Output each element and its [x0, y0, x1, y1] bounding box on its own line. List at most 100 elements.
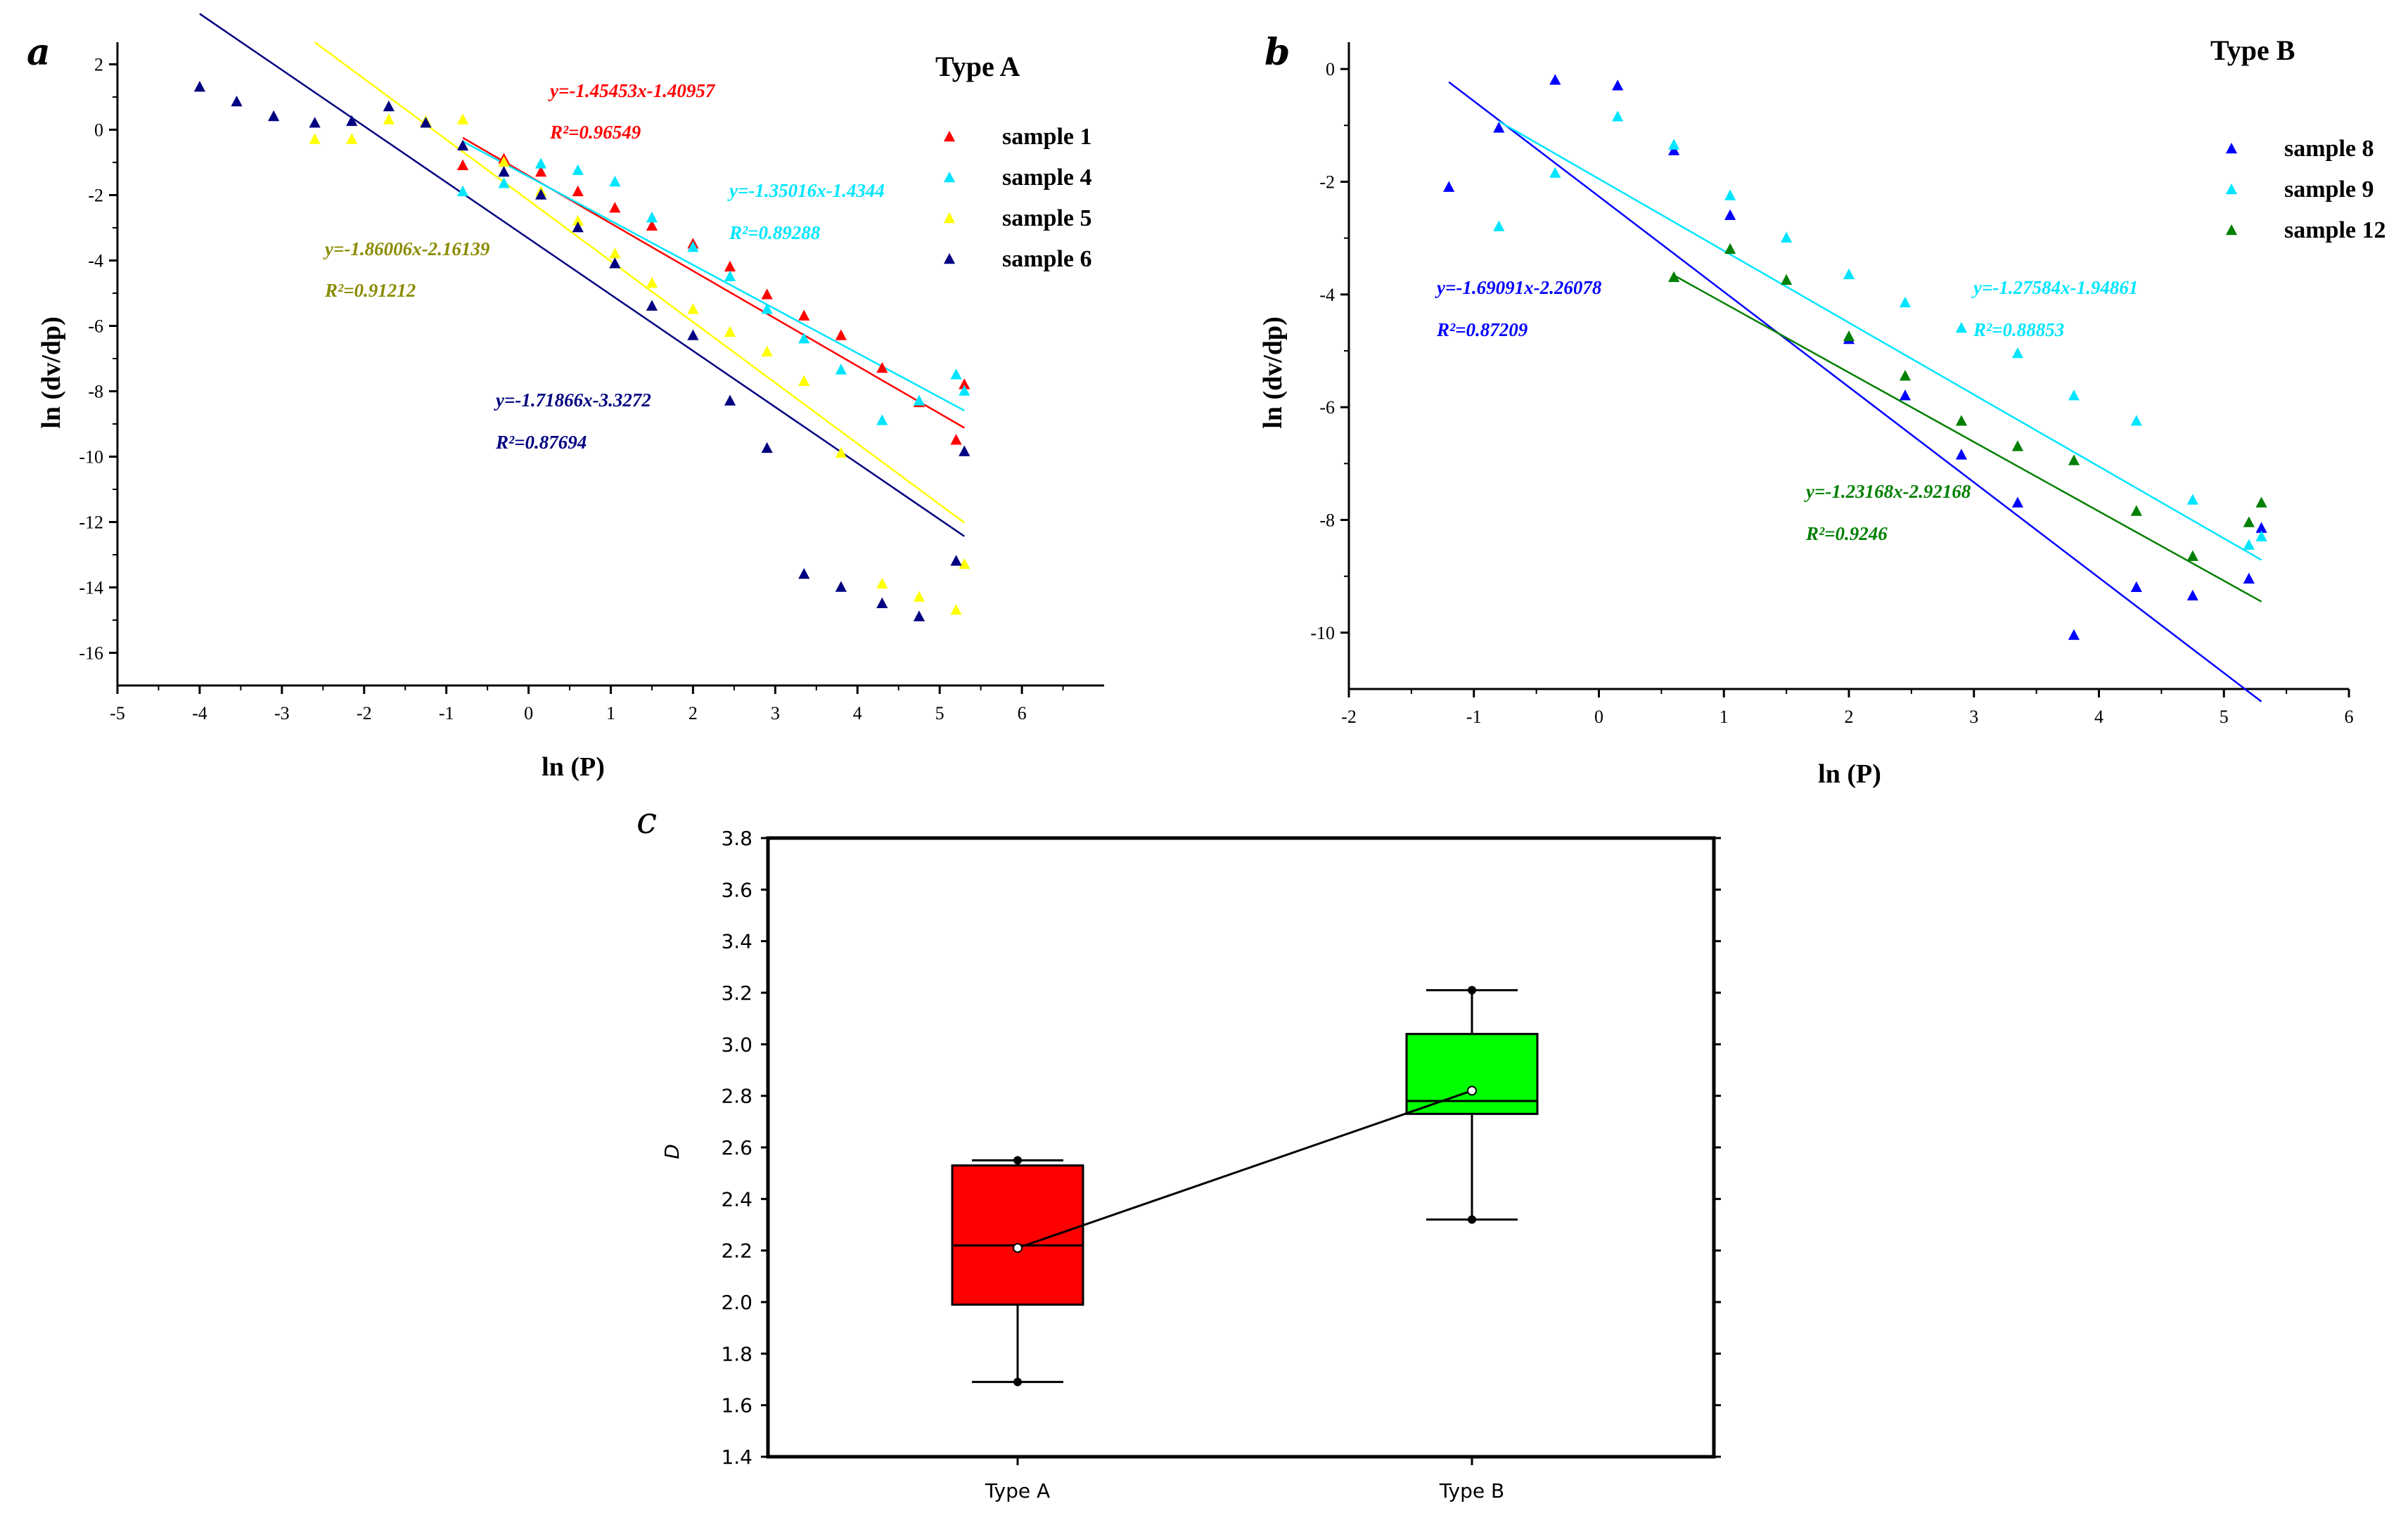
data-point: [309, 133, 321, 144]
r2-sample-5: R²=0.91212: [324, 280, 416, 301]
y-tick-label: -8: [88, 382, 103, 402]
data-point: [383, 100, 395, 112]
data-point: [535, 165, 547, 177]
data-point: [2186, 589, 2198, 601]
data-point: [420, 117, 432, 128]
equation-sample-6: y=-1.71866x-3.3272: [494, 389, 651, 411]
data-point: [724, 326, 736, 337]
r2-sample-8: R²=0.87209: [1436, 319, 1528, 340]
data-point: [1781, 231, 1793, 243]
r2-sample-1: R²=0.96549: [549, 122, 641, 143]
data-point: [268, 110, 280, 122]
data-point: [2011, 440, 2024, 451]
data-point: [798, 333, 810, 344]
y-tick-label: -12: [79, 513, 103, 533]
r2-sample-6: R²=0.87694: [495, 432, 587, 453]
x-tick-label: 4: [853, 703, 862, 723]
x-tick-label: 2: [689, 703, 698, 723]
panel-a-y-label: ln (dv/dp): [37, 316, 66, 428]
y-tick-label: -6: [1319, 397, 1335, 418]
data-point: [609, 202, 621, 213]
data-point: [835, 446, 847, 458]
legend-label: sample 8: [2284, 136, 2374, 162]
fit-line: [1448, 81, 2262, 702]
panel-c-boxplot: 1.4 1.6 1.8 2.0 2.2 2.4 2.6 2.8 3.0 3.2 3.4 3.6 3.8 T…: [660, 827, 1721, 1502]
equation-sample-12: y=-1.23168x-2.92168: [1804, 481, 1971, 502]
data-point: [1724, 189, 1736, 200]
data-point: [2255, 522, 2267, 533]
data-point: [1724, 209, 1736, 220]
x-tick-label: 3: [771, 703, 780, 723]
panel-a-legend-title: Type A: [935, 51, 1020, 82]
data-point: [2068, 389, 2080, 401]
data-point: [346, 115, 358, 127]
data-point: [456, 113, 469, 124]
x-tick-label: -3: [274, 703, 290, 723]
panel-b-points: [1443, 74, 2267, 640]
panel-b-ticks: -2 -1 0 1 2 3 4 5 60-2-4-6-8-10: [1310, 59, 2353, 727]
x-tick-label: -4: [192, 703, 207, 723]
data-point: [1493, 220, 1505, 231]
panel-c-y-label: D: [660, 1144, 684, 1159]
box: [951, 1164, 1084, 1306]
data-point: [1955, 415, 1968, 426]
r2-sample-12: R²=0.9246: [1805, 523, 1888, 544]
x-tick-label: Type B: [1439, 1479, 1504, 1502]
data-point: [687, 329, 699, 340]
data-point: [2130, 415, 2142, 426]
data-point: [646, 277, 658, 288]
equation-sample-9: y=-1.27584x-1.94861: [1971, 277, 2138, 298]
legend-marker: [943, 212, 956, 224]
mean-marker: [1467, 1086, 1477, 1096]
x-tick-label: 2: [1845, 707, 1854, 727]
data-point: [1724, 243, 1736, 254]
legend-marker: [943, 131, 956, 142]
fit-line: [1498, 120, 2262, 561]
y-tick-label: -10: [1310, 623, 1335, 643]
y-tick-label: -6: [88, 316, 103, 337]
data-point: [1843, 330, 1855, 342]
data-point: [1955, 321, 1968, 333]
data-point: [2186, 494, 2198, 505]
data-point: [1612, 110, 1624, 122]
panel-a-x-label: ln (P): [542, 752, 605, 782]
legend-label: sample 12: [2284, 217, 2386, 243]
data-point: [1899, 296, 1911, 308]
panel-b-legend-title: Type B: [2210, 34, 2295, 66]
x-tick-label: 3: [1969, 707, 1978, 727]
y-tick-label: -4: [1319, 285, 1335, 305]
data-point: [456, 185, 469, 197]
data-point: [1612, 79, 1624, 91]
legend-marker: [943, 253, 956, 264]
data-point: [761, 345, 773, 356]
panel-b-chart: -2 -1 0 1 2 3 4 5 60-2-4-6-8-10 ln (P) ln (dv/dp…: [1258, 34, 2386, 789]
max-point: [1013, 1156, 1022, 1165]
data-point: [2255, 530, 2267, 541]
data-point: [876, 577, 888, 589]
data-point: [572, 214, 584, 226]
data-point: [1549, 74, 1561, 85]
x-tick-label: -2: [357, 703, 372, 723]
y-tick-label: -2: [1319, 172, 1335, 193]
data-point: [798, 567, 810, 579]
data-point: [2186, 550, 2198, 561]
equation-sample-5: y=-1.86006x-2.16139: [323, 238, 490, 259]
data-point: [2130, 505, 2142, 516]
data-point: [761, 288, 773, 300]
y-tick-label: 2.4: [721, 1187, 752, 1211]
data-point: [456, 139, 469, 151]
x-tick-label: 6: [2345, 707, 2354, 727]
legend-label: sample 6: [1002, 246, 1092, 272]
data-point: [646, 219, 658, 231]
data-point: [2130, 581, 2142, 592]
data-point: [309, 117, 321, 128]
y-tick-label: 2.0: [721, 1291, 752, 1314]
x-tick-label: 5: [2220, 707, 2229, 727]
r2-sample-9: R²=0.88853: [1973, 319, 2064, 340]
data-point: [761, 303, 773, 314]
panel-c-boxes: [951, 986, 1539, 1386]
x-tick-label: 5: [935, 703, 944, 723]
data-point: [959, 558, 971, 569]
data-point: [646, 212, 658, 223]
data-point: [1668, 271, 1680, 283]
